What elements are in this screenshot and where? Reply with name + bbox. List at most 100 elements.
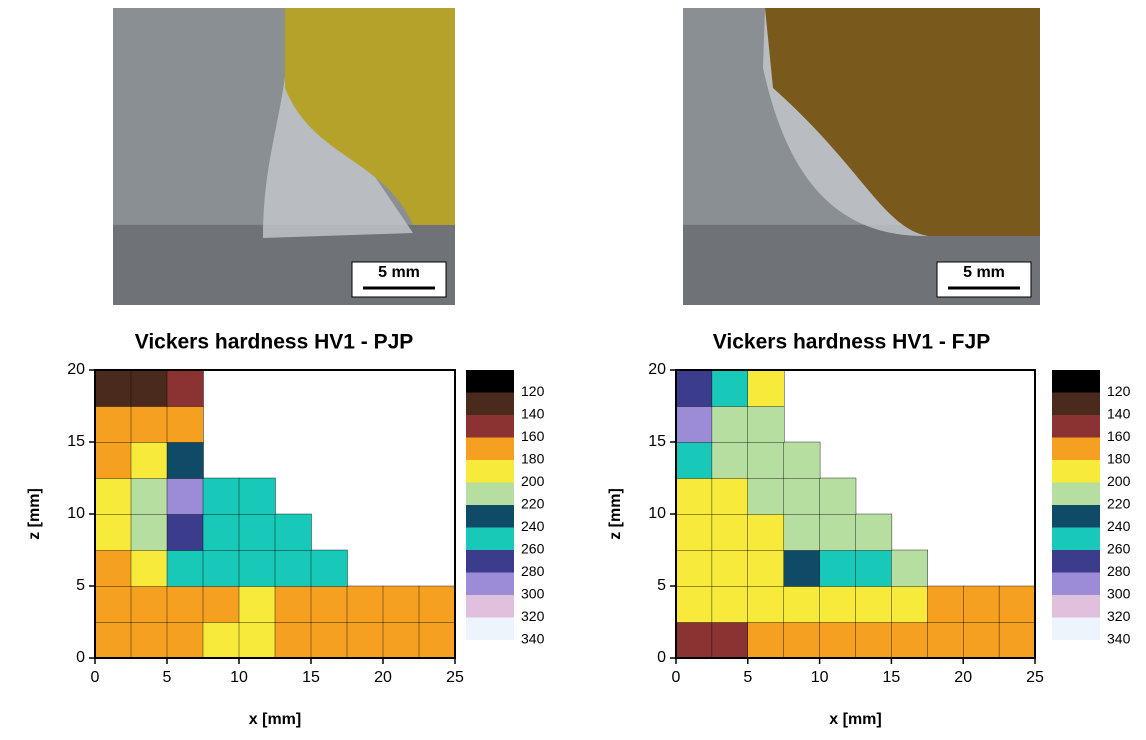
contour-cell: [95, 622, 132, 659]
contour-cell: [676, 406, 712, 443]
contour-cell: [167, 442, 204, 479]
contour-cell: [131, 550, 168, 587]
contour-cell: [203, 586, 240, 623]
colorbar-swatch: [1052, 370, 1100, 393]
x-tick-label: 5: [163, 669, 172, 686]
contour-cell: [275, 586, 312, 623]
colorbar-swatch: [1052, 438, 1100, 461]
colorbar-label: 180: [521, 451, 545, 467]
contour-cell: [131, 586, 168, 623]
contour-cell: [712, 442, 748, 479]
contour-cell: [712, 406, 748, 443]
contour-cell: [203, 478, 240, 515]
colorbar-label: 200: [1107, 473, 1131, 489]
colorbar-swatch: [466, 483, 514, 506]
contour-cell: [748, 478, 784, 515]
x-axis-label: x [mm]: [249, 711, 301, 728]
contour-cell: [820, 550, 856, 587]
contour-cell: [856, 514, 892, 551]
contour-cell: [167, 406, 204, 443]
contour-cell: [275, 514, 312, 551]
contour-cell: [131, 478, 168, 515]
colorbar-label: 220: [1107, 496, 1131, 512]
y-tick-label: 5: [76, 577, 85, 594]
colorbar-label: 200: [521, 473, 545, 489]
x-tick-label: 10: [230, 669, 248, 686]
colorbar-swatch: [466, 573, 514, 596]
colorbar-label: 300: [521, 586, 545, 602]
colorbar-swatch: [1052, 483, 1100, 506]
x-tick-label: 20: [954, 669, 972, 686]
contour-cell: [676, 622, 712, 659]
colorbar-label: 260: [1107, 541, 1131, 557]
y-tick-label: 0: [657, 649, 666, 666]
figure: 5 mm051015202505101520x [mm]z [mm]Vicker…: [0, 0, 1146, 735]
contour-cell: [131, 622, 168, 659]
contour-cell: [784, 442, 820, 479]
contour-cell: [748, 622, 784, 659]
y-tick-label: 10: [67, 505, 85, 522]
contour-cell: [748, 406, 784, 443]
contour-cell: [784, 478, 820, 515]
contour-cell: [239, 514, 276, 551]
colorbar-swatch: [466, 393, 514, 416]
colorbar-label: 240: [1107, 518, 1131, 534]
contour-cell: [419, 622, 456, 659]
colorbar-label: 300: [1107, 586, 1131, 602]
chart-title: Vickers hardness HV1 - FJP: [713, 331, 990, 354]
contour-cell: [963, 622, 999, 659]
contour-cell: [676, 478, 712, 515]
contour-cell: [131, 514, 168, 551]
scale-bar-label: 5 mm: [378, 264, 420, 281]
colorbar-label: 180: [1107, 451, 1131, 467]
contour-cell: [676, 442, 712, 479]
chart-title: Vickers hardness HV1 - PJP: [135, 331, 414, 354]
colorbar-swatch: [1052, 415, 1100, 438]
contour-cell: [383, 622, 420, 659]
colorbar-swatch: [466, 550, 514, 573]
colorbar-swatch: [466, 460, 514, 483]
contour-cell: [167, 370, 204, 407]
colorbar-swatch: [466, 370, 514, 393]
contour-cell: [419, 586, 456, 623]
colorbar-swatch: [1052, 460, 1100, 483]
contour-cell: [784, 514, 820, 551]
colorbar-label: 160: [1107, 428, 1131, 444]
colorbar-swatch: [1052, 618, 1100, 641]
y-tick-label: 20: [648, 361, 666, 378]
colorbar-swatch: [466, 595, 514, 618]
contour-cell: [95, 478, 132, 515]
colorbar-label: 280: [1107, 563, 1131, 579]
contour-cell: [203, 514, 240, 551]
y-tick-label: 10: [648, 505, 666, 522]
x-tick-label: 10: [811, 669, 829, 686]
contour-cell: [239, 478, 276, 515]
contour-cell: [856, 622, 892, 659]
contour-cell: [784, 622, 820, 659]
contour-cell: [676, 586, 712, 623]
contour-cell: [963, 586, 999, 623]
contour-cell: [784, 550, 820, 587]
contour-cell: [820, 586, 856, 623]
x-tick-label: 15: [302, 669, 320, 686]
colorbar-label: 240: [521, 518, 545, 534]
colorbar-swatch: [1052, 393, 1100, 416]
contour-cell: [748, 550, 784, 587]
y-tick-label: 15: [67, 433, 85, 450]
contour-cell: [167, 514, 204, 551]
contour-cell: [927, 622, 963, 659]
colorbar-label: 340: [1107, 631, 1131, 647]
colorbar-label: 320: [1107, 608, 1131, 624]
colorbar-label: 140: [521, 406, 545, 422]
colorbar-label: 160: [521, 428, 545, 444]
contour-cell: [95, 586, 132, 623]
contour-cell: [95, 406, 132, 443]
contour-cell: [748, 442, 784, 479]
colorbar-swatch: [466, 438, 514, 461]
contour-cell: [131, 406, 168, 443]
contour-cell: [203, 550, 240, 587]
contour-cell: [311, 586, 348, 623]
x-tick-label: 20: [374, 669, 392, 686]
contour-cell: [131, 442, 168, 479]
contour-cell: [712, 370, 748, 407]
